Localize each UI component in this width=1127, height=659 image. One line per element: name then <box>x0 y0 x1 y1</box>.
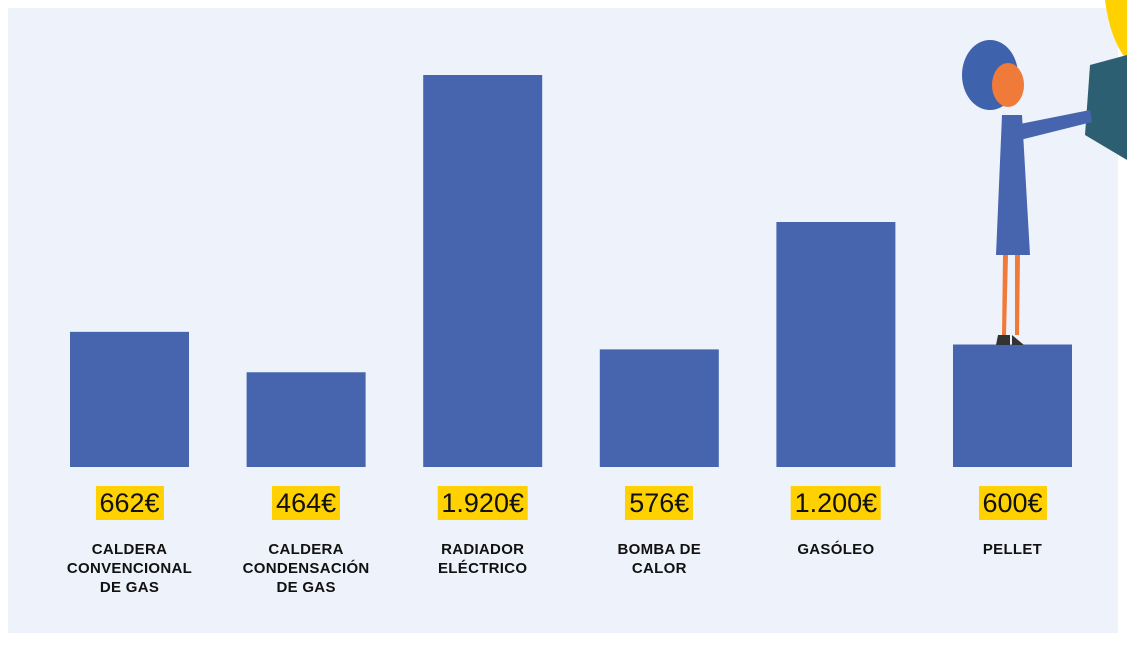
value-label: 1.200€ <box>791 486 882 520</box>
bulb <box>1105 0 1127 60</box>
category-label: CALDERA CONDENSACIÓN DE GAS <box>241 540 371 597</box>
arm <box>1015 110 1092 140</box>
bulb-base <box>1085 55 1127 160</box>
bar <box>423 75 542 467</box>
page: 662€ CALDERA CONVENCIONAL DE GAS 464€ CALDE… <box>0 0 1127 659</box>
category-label: GASÓLEO <box>771 540 901 559</box>
category-label: PELLET <box>948 540 1078 559</box>
category-label: RADIADOR ELÉCTRICO <box>418 540 548 578</box>
illustration <box>962 0 1127 345</box>
value-label: 1.920€ <box>437 486 528 520</box>
legs <box>1002 255 1020 335</box>
bar <box>70 332 189 467</box>
shoes <box>996 335 1024 345</box>
face <box>992 63 1024 107</box>
category-label: BOMBA DE CALOR <box>594 540 724 578</box>
category-label: CALDERA CONVENCIONAL DE GAS <box>65 540 195 597</box>
value-label: 464€ <box>272 486 340 520</box>
value-label: 600€ <box>978 486 1046 520</box>
bar <box>953 345 1072 468</box>
value-label: 662€ <box>95 486 163 520</box>
value-label: 576€ <box>625 486 693 520</box>
bar <box>600 349 719 467</box>
bar <box>247 372 366 467</box>
bar <box>776 222 895 467</box>
